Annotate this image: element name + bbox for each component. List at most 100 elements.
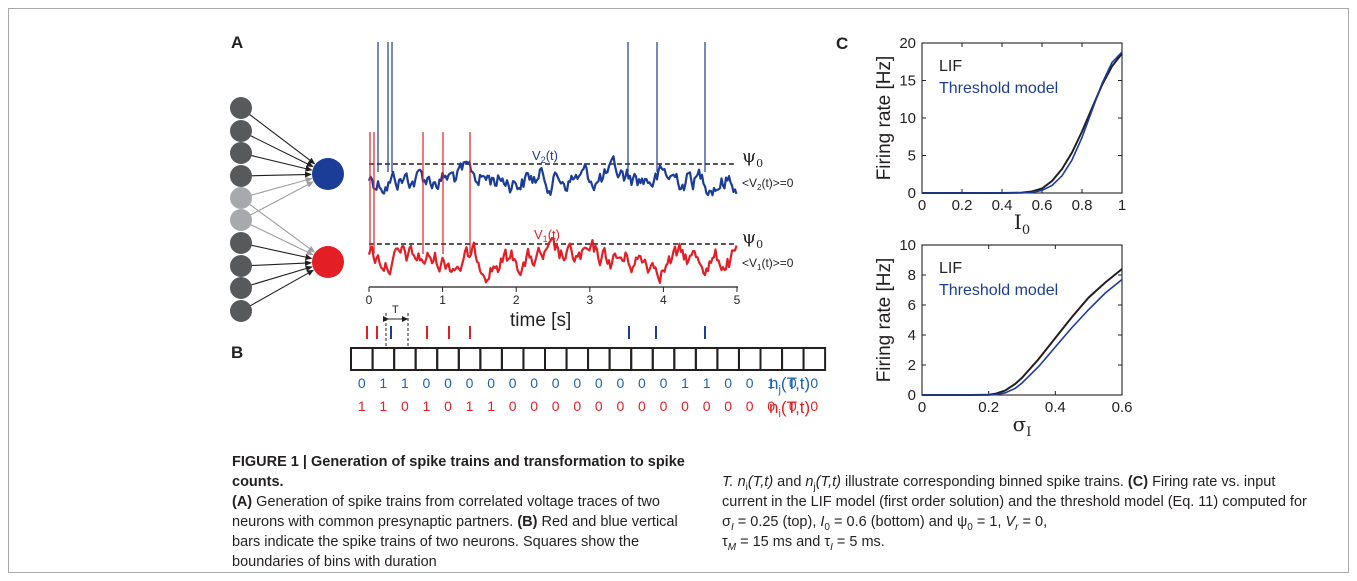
ni-count: 0 xyxy=(767,398,775,414)
v1-trace-label: V1(t) xyxy=(534,227,560,244)
nj-count: 1 xyxy=(379,375,387,391)
synapse-arrow xyxy=(240,197,316,253)
y-tick-label: 6 xyxy=(908,297,916,314)
series-line xyxy=(922,51,1123,194)
caption-taum: τ xyxy=(722,534,728,550)
presynaptic-neuron xyxy=(230,300,252,322)
ni-count: 1 xyxy=(487,398,495,414)
nj-count: 0 xyxy=(487,375,495,391)
ni-count: 0 xyxy=(724,398,732,414)
ni-count: 0 xyxy=(810,398,818,414)
y-tick-label: 10 xyxy=(899,237,916,254)
y-tick-label: 4 xyxy=(908,327,916,344)
x-axis-label: I0 xyxy=(1014,210,1030,238)
bin-square xyxy=(608,347,633,371)
nj-count: 0 xyxy=(595,375,603,391)
x-tick-label: 0.6 xyxy=(1032,197,1053,214)
ni-count: 0 xyxy=(444,398,452,414)
ni-count: 0 xyxy=(703,398,711,414)
synapse-arrow xyxy=(240,181,314,221)
caption-illustrate: illustrate corresponding binned spike tr… xyxy=(840,474,1128,490)
caption-taum-sub: M xyxy=(727,541,737,553)
ni-count: 0 xyxy=(681,398,689,414)
bin-square xyxy=(802,347,827,371)
nj-count: 0 xyxy=(552,375,560,391)
synapse-arrow xyxy=(240,265,313,289)
ni-count: 1 xyxy=(358,398,366,414)
bin-square xyxy=(544,347,568,371)
presynaptic-neuron xyxy=(230,120,252,142)
bin-square xyxy=(673,347,697,371)
presynaptic-neuron xyxy=(230,165,252,187)
caption-b-text: Red and blue vertical bars indicate the … xyxy=(232,514,678,570)
presynaptic-neuron xyxy=(230,232,252,254)
y-tick-label: 10 xyxy=(899,110,916,127)
ni-count: 1 xyxy=(466,398,474,414)
y-tick-label: 5 xyxy=(908,148,916,165)
caption-eq1: = 0.25 (top), xyxy=(733,514,821,530)
mean-v2-label: <V2(t)>=0 xyxy=(742,176,794,192)
bin-square xyxy=(436,347,460,371)
caption-T: T. xyxy=(722,474,738,490)
bin-square xyxy=(565,347,590,371)
bin-square xyxy=(414,347,439,371)
nj-count: 0 xyxy=(724,375,732,391)
nj-count: 0 xyxy=(530,375,538,391)
legend-entry: Threshold model xyxy=(939,80,1058,97)
neuron-j-blue xyxy=(312,158,344,190)
bin-square xyxy=(651,347,676,371)
nj-count: 0 xyxy=(789,375,797,391)
v2-voltage-trace xyxy=(367,155,738,197)
y-tick-label: 0 xyxy=(908,387,916,404)
caption-i0-sub: 0 xyxy=(824,521,830,533)
ni-count: 1 xyxy=(423,398,431,414)
ni-count: 0 xyxy=(573,398,581,414)
bin-square xyxy=(522,347,547,371)
ni-count: 1 xyxy=(379,398,387,414)
bin-square xyxy=(350,347,374,371)
caption-eq6: = 5 ms. xyxy=(832,534,885,550)
bin-duration-label: T xyxy=(392,304,399,316)
time-tick-label: 2 xyxy=(513,293,520,307)
caption-eq2: = 0.6 (bottom) and xyxy=(829,514,957,530)
bin-square xyxy=(371,347,396,371)
caption-ni-args: (T,t) xyxy=(747,474,774,490)
caption-ni-sub: i xyxy=(745,481,748,493)
caption-a-tag: (A) xyxy=(232,494,253,510)
figure-canvas: A B C V2(t) V1(t) ψ0 ψ0 <V2(t)>=0 <V1(t)… xyxy=(230,33,1133,440)
nj-count: 1 xyxy=(703,375,711,391)
caption-title: FIGURE 1 | Generation of spike trains an… xyxy=(232,454,685,490)
caption-right: T. ni(T,t) and nj(T,t) illustrate corres… xyxy=(722,472,1322,552)
bin-square xyxy=(587,347,611,371)
ni-count: 0 xyxy=(595,398,603,414)
caption-nj-args: (T,t) xyxy=(815,474,841,490)
x-tick-label: 0.6 xyxy=(1112,399,1133,416)
nj-count: 0 xyxy=(810,375,818,391)
y-tick-label: 15 xyxy=(899,73,916,90)
bin-square xyxy=(694,347,719,371)
legend-entry: LIF xyxy=(939,260,962,277)
ni-count: 0 xyxy=(530,398,538,414)
neuron-i-red xyxy=(312,246,344,278)
presynaptic-neuron xyxy=(230,209,252,231)
synapse-arrow xyxy=(240,107,316,165)
ni-count: 0 xyxy=(401,398,409,414)
synapse-arrow xyxy=(240,152,313,172)
nj-count: 0 xyxy=(509,375,517,391)
time-axis-ticks: 0 1 2 3 4 5 xyxy=(366,287,741,307)
psi-label-v2: ψ0 xyxy=(742,146,763,170)
ni-count: 0 xyxy=(660,398,668,414)
bin-square xyxy=(737,347,762,371)
ni-count: 0 xyxy=(509,398,517,414)
caption-c-tag: (C) xyxy=(1127,474,1149,490)
caption-eq4: = 0, xyxy=(1018,514,1048,530)
caption-eq3: = 1, xyxy=(972,514,1006,530)
presynaptic-neuron xyxy=(230,255,252,277)
x-tick-label: 0.2 xyxy=(978,399,999,416)
caption-and: and xyxy=(773,474,806,490)
bin-square xyxy=(479,347,503,371)
caption-psi0-sub: 0 xyxy=(967,521,973,533)
x-axis-label: σI xyxy=(1013,412,1032,440)
nj-count: 0 xyxy=(617,375,625,391)
